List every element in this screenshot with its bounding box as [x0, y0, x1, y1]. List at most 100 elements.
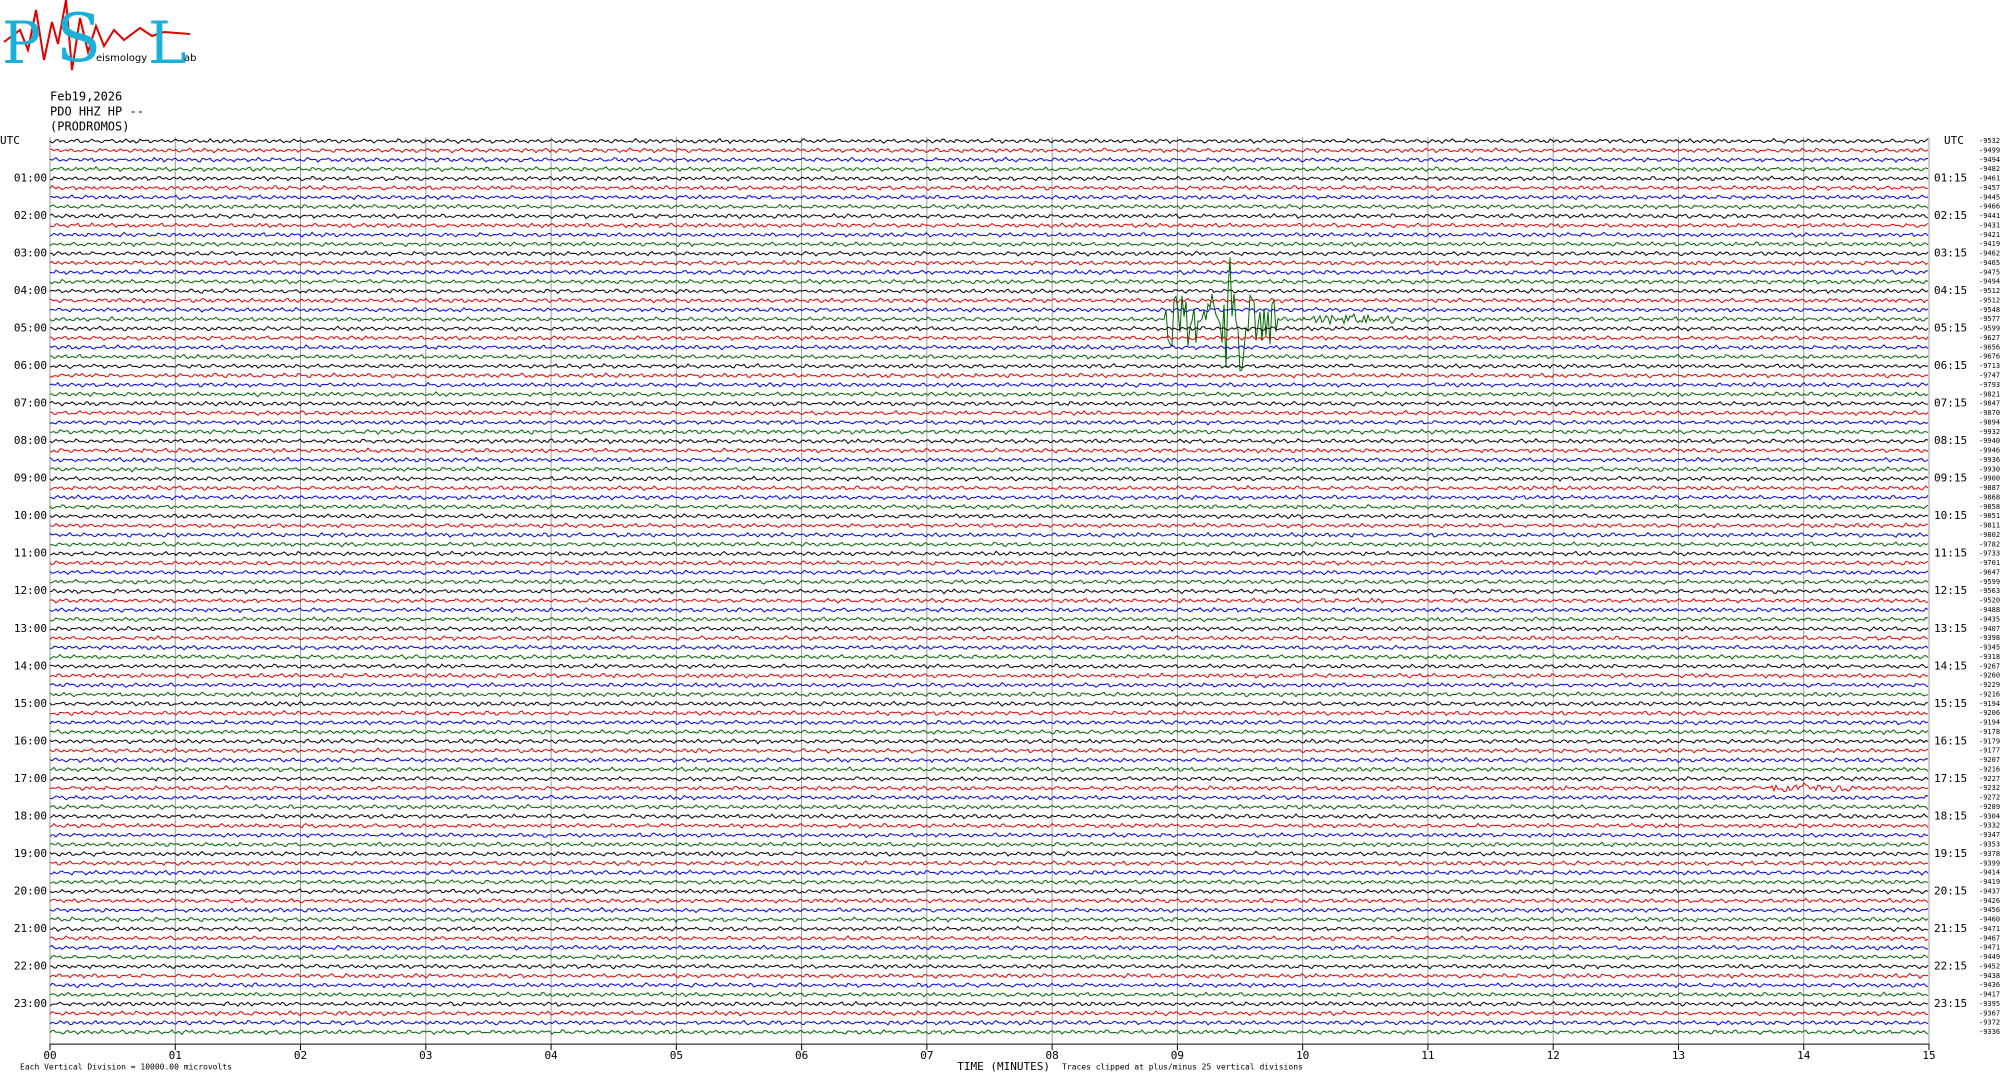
trace-offset: -9747 — [1979, 372, 2000, 380]
trace — [49, 241, 1929, 248]
trace — [49, 907, 1929, 914]
right-hour-label: 23:15 — [1934, 997, 1967, 1010]
left-hour-label: 08:00 — [14, 434, 47, 447]
trace-offset: -9821 — [1979, 390, 2000, 398]
trace — [49, 400, 1929, 407]
trace — [49, 372, 1929, 379]
trace — [50, 663, 1929, 670]
station: PDO HHZ HP -- — [50, 105, 144, 119]
trace — [49, 175, 1929, 182]
trace-offset: -9437 — [1979, 887, 2000, 895]
trace-offset: -9395 — [1979, 1000, 2000, 1008]
left-title: UTC — [0, 134, 20, 147]
trace-offset: -9177 — [1979, 747, 2000, 755]
left-hour-label: 01:00 — [14, 172, 47, 185]
left-hour-label: 09:00 — [14, 472, 47, 485]
right-hour-label: 07:15 — [1934, 397, 1967, 410]
x-tick-label: 10 — [1296, 1049, 1309, 1062]
x-tick-label: 07 — [920, 1049, 933, 1062]
trace — [49, 203, 1929, 210]
x-tick-label: 04 — [544, 1049, 558, 1062]
trace — [49, 682, 1929, 689]
left-hour-label: 18:00 — [14, 809, 47, 822]
trace-offset: -9414 — [1979, 869, 2000, 877]
right-hour-label: 02:15 — [1934, 209, 1967, 222]
trace-offset: -9467 — [1979, 934, 2000, 942]
left-hour-label: 12:00 — [14, 584, 47, 597]
right-hour-label: 20:15 — [1934, 884, 1967, 897]
trace — [49, 1028, 1929, 1036]
trace — [49, 691, 1929, 698]
trace — [49, 484, 1929, 492]
trace-offset: -9868 — [1979, 493, 2000, 501]
trace — [49, 756, 1929, 764]
right-hour-label: 16:15 — [1934, 734, 1967, 747]
trace — [49, 569, 1929, 576]
left-hour-label: 16:00 — [14, 734, 47, 747]
trace-offset: -9499 — [1979, 146, 2000, 154]
right-hour-label: 14:15 — [1934, 659, 1967, 672]
trace-offset: -9599 — [1979, 578, 2000, 586]
trace — [49, 869, 1929, 876]
left-hour-label: 22:00 — [14, 959, 47, 972]
trace — [49, 278, 1929, 285]
left-hour-label: 11:00 — [14, 547, 47, 560]
trace — [49, 644, 1929, 651]
trace — [49, 916, 1929, 923]
trace — [49, 269, 1929, 276]
trace-offset: -9847 — [1979, 400, 2000, 408]
trace — [49, 653, 1929, 660]
trace-offset: -9345 — [1979, 644, 2000, 652]
trace-offset: -9194 — [1979, 719, 2000, 727]
trace — [49, 597, 1929, 604]
trace-offset: -9851 — [1979, 512, 2000, 520]
trace-offset: -9520 — [1979, 597, 2000, 605]
trace — [49, 794, 1929, 801]
right-hour-label: 15:15 — [1934, 697, 1967, 710]
trace-offset: -9940 — [1979, 437, 2000, 445]
trace-offset: -9452 — [1979, 962, 2000, 970]
trace-offset: -9512 — [1979, 287, 2000, 295]
trace — [49, 672, 1929, 679]
trace — [49, 257, 1928, 372]
right-hour-label: 19:15 — [1934, 847, 1967, 860]
left-hour-label: 02:00 — [14, 209, 47, 222]
trace — [49, 447, 1929, 454]
trace — [49, 625, 1929, 632]
trace-offset: -9894 — [1979, 418, 2000, 426]
trace — [49, 212, 1929, 220]
trace-offset: -9378 — [1979, 850, 2000, 858]
trace-offset: -9438 — [1979, 972, 2000, 980]
trace-offset: -9930 — [1979, 465, 2000, 473]
trace-offset: -9466 — [1979, 203, 2000, 211]
trace-offset: -9419 — [1979, 878, 2000, 886]
trace-offset: -9421 — [1979, 231, 2000, 239]
trace — [50, 925, 1929, 933]
trace — [49, 362, 1929, 370]
trace — [49, 782, 1929, 793]
left-hour-label: 19:00 — [14, 847, 47, 860]
right-title: UTC — [1944, 134, 1964, 147]
trace — [49, 156, 1929, 163]
left-hour-label: 17:00 — [14, 772, 47, 785]
trace — [49, 766, 1929, 773]
trace — [49, 259, 1929, 266]
trace-offset: -9482 — [1979, 165, 2000, 173]
trace — [49, 588, 1929, 595]
trace-offset: -9332 — [1979, 822, 2000, 830]
trace-offset: -9207 — [1979, 756, 2000, 764]
trace — [49, 1010, 1929, 1017]
trace — [49, 700, 1929, 707]
trace — [49, 813, 1929, 820]
right-hour-label: 01:15 — [1934, 172, 1967, 185]
logo-word: ab — [184, 53, 196, 64]
trace-offset: -9946 — [1979, 447, 2000, 455]
trace — [49, 325, 1929, 332]
trace — [49, 194, 1929, 201]
x-tick-label: 01 — [169, 1049, 182, 1062]
x-tick-label: 05 — [670, 1049, 683, 1062]
left-hour-label: 06:00 — [14, 359, 47, 372]
trace — [49, 944, 1929, 951]
trace-offset: -9353 — [1979, 841, 2000, 849]
